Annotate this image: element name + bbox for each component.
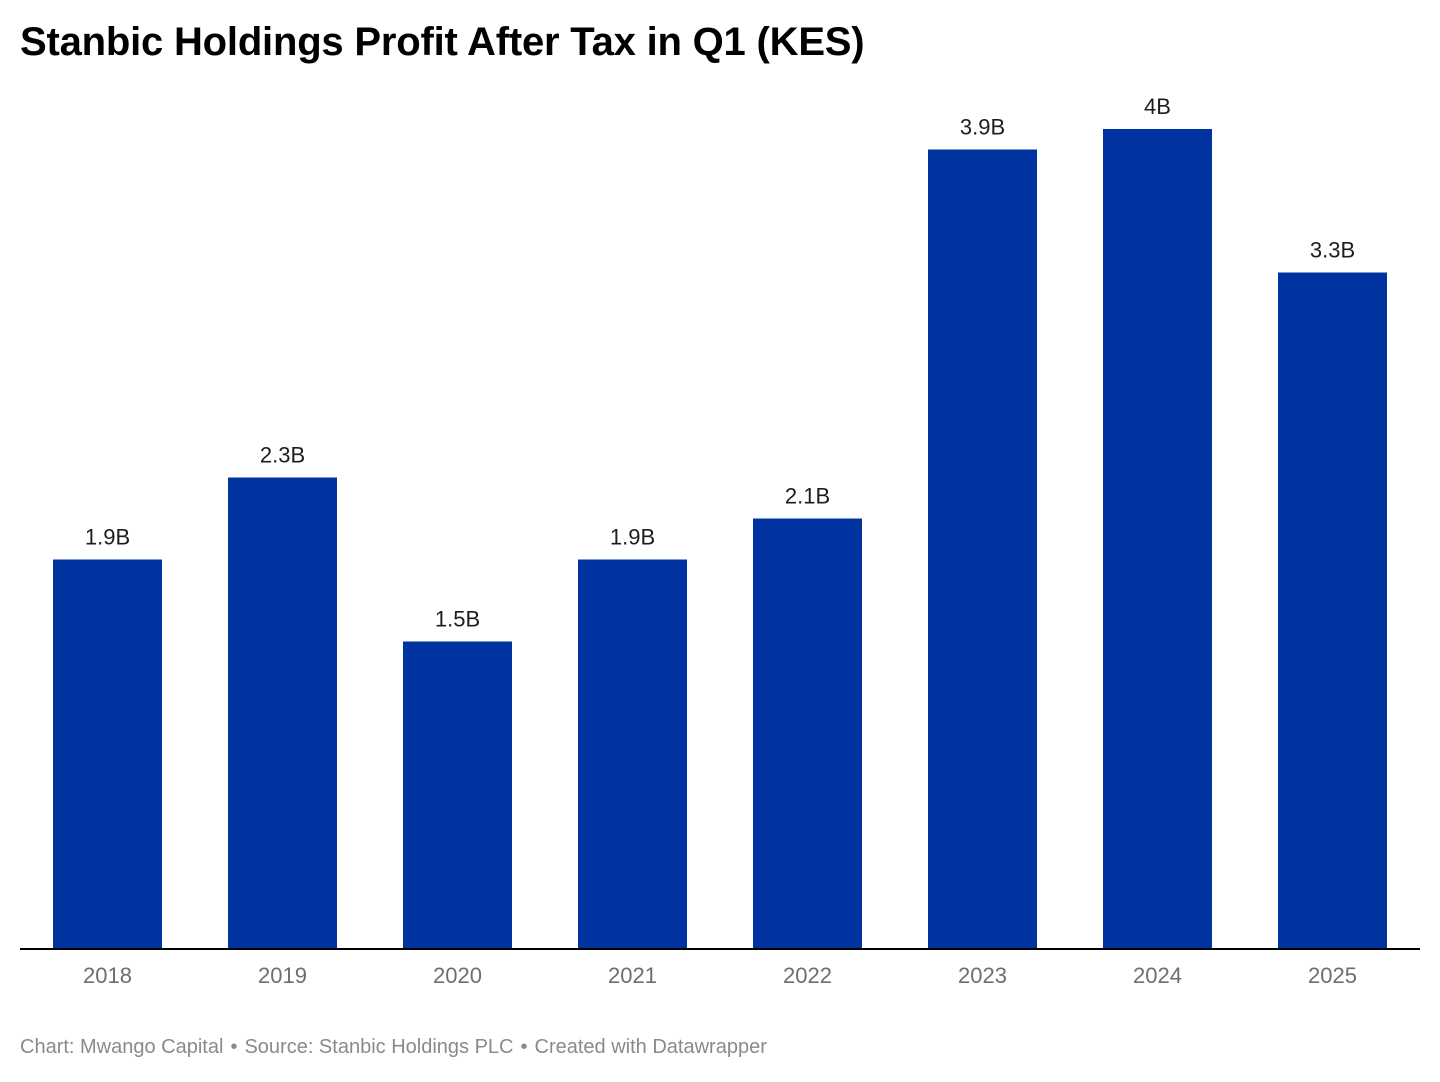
x-axis-ticks-layer: 2018 2019 2020 2021 2022 2023 2024 2025 bbox=[83, 963, 1357, 988]
x-tick-label-2021: 2021 bbox=[608, 963, 657, 988]
x-tick-label-2019: 2019 bbox=[258, 963, 307, 988]
chart-footer: Chart: Mwango Capital • Source: Stanbic Ho… bbox=[20, 1036, 767, 1059]
value-label-2021: 1.9B bbox=[610, 525, 655, 550]
value-labels-layer: 1.9B 2.3B 1.5B 1.9B 2.1B 3.9B 4B 3.3B bbox=[85, 94, 1355, 632]
bar-2021 bbox=[578, 559, 687, 949]
bar-2020 bbox=[403, 641, 512, 949]
footer-created-with: Created with Datawrapper bbox=[534, 1036, 767, 1058]
value-label-2020: 1.5B bbox=[435, 607, 480, 632]
bar-2024 bbox=[1103, 129, 1212, 949]
bar-2023 bbox=[928, 149, 1037, 949]
chart-title: Stanbic Holdings Profit After Tax in Q1 … bbox=[20, 20, 865, 64]
value-label-2019: 2.3B bbox=[260, 443, 305, 468]
value-label-2024: 4B bbox=[1144, 94, 1171, 119]
value-label-2022: 2.1B bbox=[785, 484, 830, 509]
x-tick-label-2025: 2025 bbox=[1308, 963, 1357, 988]
value-label-2018: 1.9B bbox=[85, 525, 130, 550]
bar-2025 bbox=[1278, 272, 1387, 949]
x-tick-label-2020: 2020 bbox=[433, 963, 482, 988]
bar-2022 bbox=[753, 518, 862, 949]
x-tick-label-2024: 2024 bbox=[1133, 963, 1182, 988]
x-tick-label-2023: 2023 bbox=[958, 963, 1007, 988]
footer-chart-credit: Chart: Mwango Capital bbox=[20, 1036, 224, 1058]
value-label-2023: 3.9B bbox=[960, 115, 1005, 140]
x-tick-label-2018: 2018 bbox=[83, 963, 132, 988]
bar-2019 bbox=[228, 477, 337, 949]
footer-separator: • bbox=[230, 1036, 238, 1058]
value-label-2025: 3.3B bbox=[1310, 238, 1355, 263]
bar-2018 bbox=[53, 559, 162, 949]
footer-source: Source: Stanbic Holdings PLC bbox=[244, 1036, 514, 1058]
footer-separator: • bbox=[520, 1036, 528, 1058]
bars-layer bbox=[53, 129, 1387, 949]
x-tick-label-2022: 2022 bbox=[783, 963, 832, 988]
